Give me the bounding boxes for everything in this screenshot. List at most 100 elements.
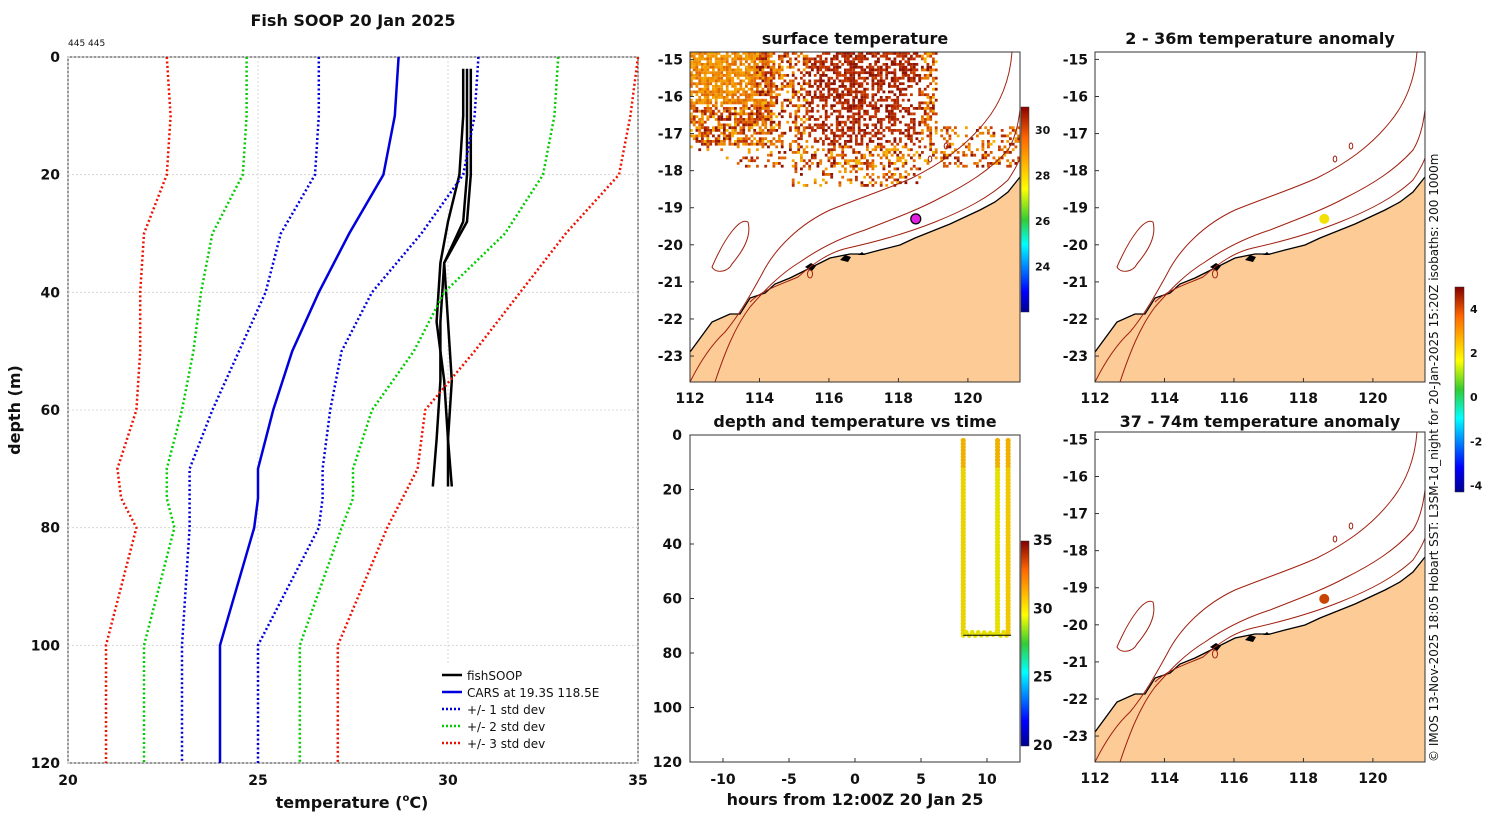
sst-pixel <box>761 98 765 102</box>
sst-pixel <box>838 79 842 83</box>
sst-pixel <box>943 137 946 141</box>
sst-pixel <box>907 107 911 110</box>
sst-pixel <box>846 145 850 149</box>
sst-pixel <box>926 54 930 58</box>
sst-pixel <box>731 76 735 80</box>
sst-pixel <box>725 63 729 66</box>
sst-pixel <box>698 54 702 58</box>
sst-pixel <box>695 98 699 102</box>
sst-pixel <box>945 156 949 160</box>
sst-pixel <box>899 76 902 80</box>
sst-pixel <box>775 123 779 127</box>
sst-pixel <box>882 90 886 94</box>
sst-pixel <box>756 156 759 160</box>
sst-pixel <box>717 115 721 119</box>
sst-pixel <box>742 87 746 91</box>
sst-pixel <box>805 101 809 105</box>
sst-pixel <box>844 145 847 149</box>
sst-pixel <box>805 107 809 110</box>
sst-pixel <box>879 184 883 187</box>
sst-pixel <box>984 153 988 157</box>
sst-pixel <box>698 87 702 91</box>
sst-pixel <box>885 184 889 187</box>
sst-pixel <box>841 104 845 108</box>
sst-pixel <box>819 90 823 94</box>
sst-pixel <box>923 123 927 127</box>
sst-pixel <box>698 109 702 113</box>
sst-pixel <box>998 162 1001 165</box>
sst-pixel <box>1000 148 1004 152</box>
sst-pixel <box>879 68 883 72</box>
sst-pixel <box>857 57 861 61</box>
sst-pixel <box>879 98 883 102</box>
sst-pixel <box>706 104 710 108</box>
sst-pixel <box>857 90 861 94</box>
sst-pixel <box>764 76 768 80</box>
sst-pixel <box>923 112 927 116</box>
sst-pixel <box>838 85 842 88</box>
sst-pixel <box>846 79 850 83</box>
sst-pixel <box>852 63 856 66</box>
sst-pixel <box>860 96 864 99</box>
sst-pixel <box>896 104 900 108</box>
sst-pixel <box>921 57 924 61</box>
sst-pixel <box>915 151 919 154</box>
sst-pixel <box>882 82 886 86</box>
sst-pixel <box>797 145 801 149</box>
sst-pixel <box>893 118 897 121</box>
sst-pixel <box>855 63 858 66</box>
sst-pixel <box>833 162 836 165</box>
sst-pixel <box>692 104 696 108</box>
sst-pixel <box>929 115 933 119</box>
sst-pixel <box>846 118 850 121</box>
sst-pixel <box>808 115 812 119</box>
sst-pixel <box>816 87 820 91</box>
sst-pixel <box>899 120 902 124</box>
sst-pixel <box>830 131 834 135</box>
sst-pixel <box>901 156 905 160</box>
sst-pixel <box>896 153 900 157</box>
sst-pixel <box>838 98 842 102</box>
sst-pixel <box>860 104 864 108</box>
sst-pixel <box>706 93 710 97</box>
sst-pixel <box>929 129 933 132</box>
sst-pixel <box>769 120 773 124</box>
sst-pixel <box>943 126 946 130</box>
sst-pixel <box>838 170 842 174</box>
sst-pixel <box>827 156 831 160</box>
sst-pixel <box>926 118 930 121</box>
map-ytick-label: -16 <box>1063 469 1088 485</box>
sst-pixel <box>874 115 878 119</box>
sst-pixel <box>767 82 770 86</box>
sst-pixel <box>761 79 765 83</box>
sst-pixel <box>761 104 765 108</box>
sst-pixel <box>877 175 880 179</box>
sst-pixel <box>868 181 872 185</box>
sst-pixel <box>756 115 759 119</box>
sst-pixel <box>723 60 726 64</box>
sst-pixel <box>833 145 836 149</box>
sst-pixel <box>772 60 776 64</box>
sst-pixel <box>734 87 737 91</box>
sst-pixel <box>714 74 718 77</box>
sst-pixel <box>926 115 930 119</box>
sst-pixel <box>932 112 935 116</box>
sst-pixel <box>888 118 891 121</box>
sst-pixel <box>725 65 729 69</box>
sst-pixel <box>805 145 809 149</box>
sst-pixel <box>885 65 889 69</box>
map-ytick-label: -21 <box>1063 275 1088 291</box>
sst-pixel <box>841 52 845 55</box>
sst-pixel <box>706 98 710 102</box>
sst-pixel <box>750 156 754 160</box>
sst-pixel <box>780 131 784 135</box>
sst-pixel <box>956 159 960 163</box>
sst-pixel <box>813 137 817 141</box>
sst-pixel <box>882 63 886 66</box>
sst-pixel <box>860 153 864 157</box>
sst-pixel <box>775 96 779 99</box>
sst-pixel <box>885 76 889 80</box>
sst-pixel <box>910 156 913 160</box>
sst-pixel <box>857 115 861 119</box>
legend-label-std2: +/- 2 std dev <box>467 720 545 734</box>
